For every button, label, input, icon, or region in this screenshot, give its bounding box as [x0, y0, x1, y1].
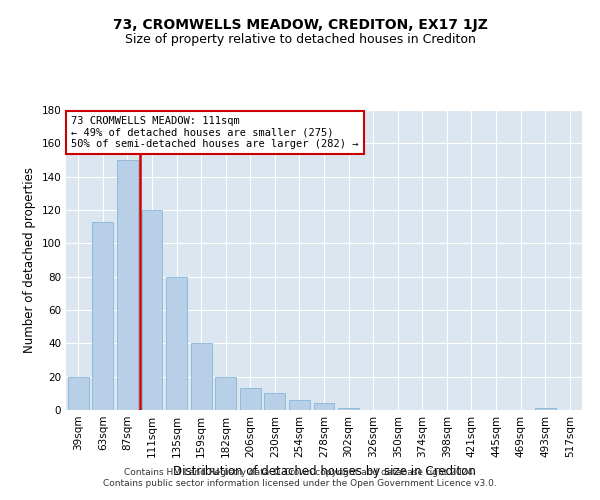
Bar	[338, 408, 359, 410]
Bar	[314, 404, 334, 410]
Bar	[142, 210, 163, 410]
X-axis label: Distribution of detached houses by size in Crediton: Distribution of detached houses by size …	[173, 466, 475, 478]
Bar	[215, 376, 236, 410]
Bar	[535, 408, 556, 410]
Y-axis label: Number of detached properties: Number of detached properties	[23, 167, 36, 353]
Text: Contains HM Land Registry data © Crown copyright and database right 2024.
Contai: Contains HM Land Registry data © Crown c…	[103, 468, 497, 487]
Bar	[240, 388, 261, 410]
Bar	[265, 394, 286, 410]
Bar	[68, 376, 89, 410]
Bar	[117, 160, 138, 410]
Bar	[166, 276, 187, 410]
Bar	[191, 344, 212, 410]
Text: 73, CROMWELLS MEADOW, CREDITON, EX17 1JZ: 73, CROMWELLS MEADOW, CREDITON, EX17 1JZ	[113, 18, 487, 32]
Text: 73 CROMWELLS MEADOW: 111sqm
← 49% of detached houses are smaller (275)
50% of se: 73 CROMWELLS MEADOW: 111sqm ← 49% of det…	[71, 116, 359, 149]
Bar	[289, 400, 310, 410]
Text: Size of property relative to detached houses in Crediton: Size of property relative to detached ho…	[125, 32, 475, 46]
Bar	[92, 222, 113, 410]
